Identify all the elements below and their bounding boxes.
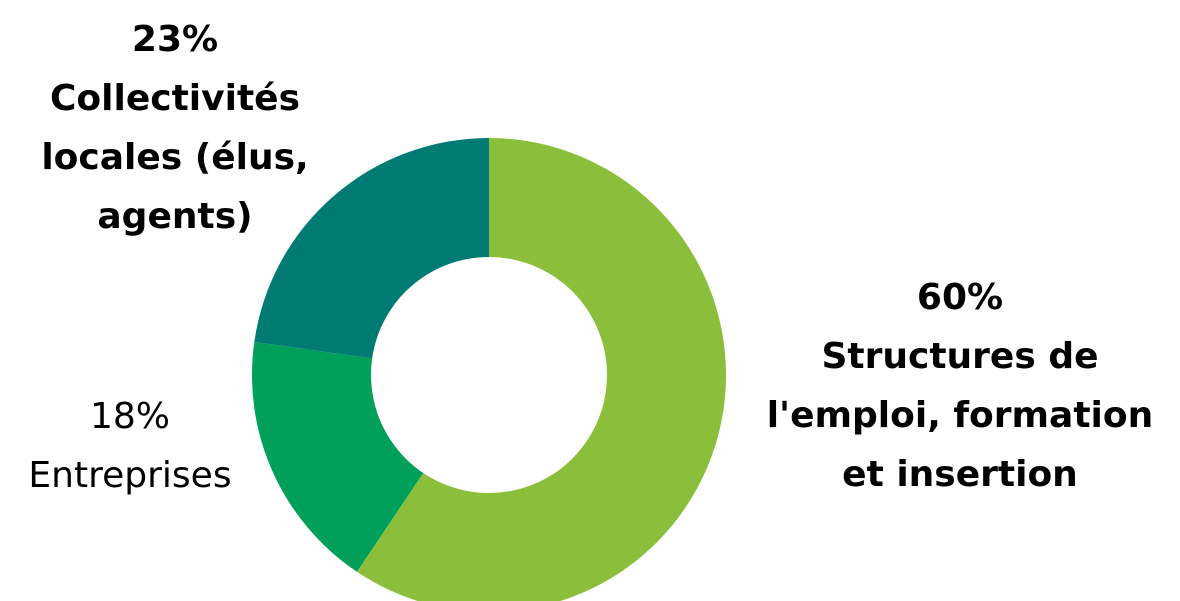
slice-label-structures-line-3: et insertion <box>842 454 1078 495</box>
slice-label-entreprises: 18% Entreprises <box>0 387 260 505</box>
donut-hole <box>371 257 607 493</box>
slice-label-collectivites-line-1: Collectivités <box>50 78 300 119</box>
slice-label-structures: 60% Structures de l'emploi, formation et… <box>740 268 1180 504</box>
slice-label-collectivites-line-2: locales (élus, <box>41 137 309 178</box>
slice-label-structures-line-2: l'emploi, formation <box>766 395 1154 436</box>
slice-label-structures-percent: 60% <box>916 277 1004 318</box>
slice-label-collectivites-percent: 23% <box>131 19 219 60</box>
slice-label-collectivites: 23% Collectivités locales (élus, agents) <box>10 10 340 246</box>
slice-label-entreprises-line-1: Entreprises <box>28 455 232 496</box>
slice-label-structures-line-1: Structures de <box>821 336 1099 377</box>
slice-label-entreprises-percent: 18% <box>89 396 170 437</box>
slice-label-collectivites-line-3: agents) <box>97 196 253 237</box>
